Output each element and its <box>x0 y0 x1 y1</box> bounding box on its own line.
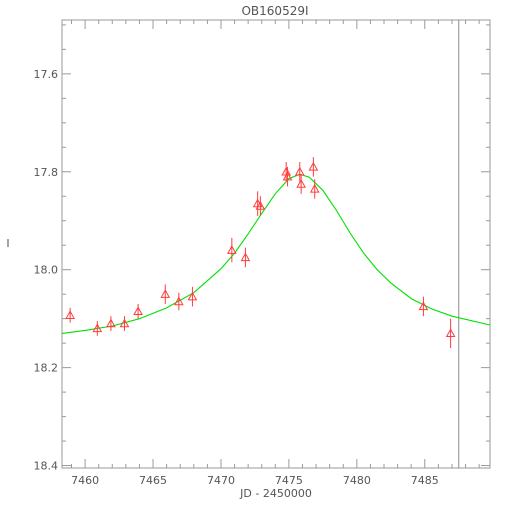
triangle-marker <box>187 291 198 301</box>
triangle-marker <box>294 166 305 176</box>
y-tick-label: 17.8 <box>34 166 59 179</box>
data-point <box>65 307 76 323</box>
triangle-marker <box>226 245 237 254</box>
y-tick-label: 18.0 <box>34 264 59 277</box>
triangle-marker <box>296 178 306 188</box>
data-point <box>296 174 306 194</box>
data-point <box>174 292 184 311</box>
x-tick-label: 7485 <box>411 474 439 487</box>
data-point <box>282 166 293 187</box>
data-point <box>240 247 251 268</box>
data-point <box>226 237 237 263</box>
data-point <box>106 316 116 331</box>
x-tick-label: 7465 <box>139 474 167 487</box>
data-point <box>92 321 103 336</box>
data-point <box>418 296 429 317</box>
data-point <box>187 286 198 307</box>
y-tick-labels: 17.6 17.8 18.0 18.2 18.4 <box>34 68 59 473</box>
plot-frame <box>61 19 491 469</box>
y-tick-label: 18.2 <box>34 362 59 375</box>
triangle-marker <box>65 310 76 319</box>
data-point <box>294 161 305 182</box>
x-tick-label: 7460 <box>71 474 99 487</box>
triangle-marker <box>119 318 130 328</box>
x-tick-label: 7475 <box>275 474 303 487</box>
triangle-marker <box>160 289 171 298</box>
x-tick-label: 7480 <box>343 474 371 487</box>
triangle-marker <box>106 318 116 328</box>
data-point <box>119 316 130 331</box>
data-point <box>160 284 171 304</box>
y-axis-label: I <box>6 237 9 250</box>
triangle-marker <box>240 252 251 262</box>
triangle-marker <box>282 171 293 181</box>
data-point <box>308 157 319 177</box>
model-curve <box>61 173 491 334</box>
chart-title: OB160529I <box>241 4 308 18</box>
axis-ticks <box>62 20 490 468</box>
data-point <box>133 303 143 319</box>
x-tick-label: 7470 <box>207 474 235 487</box>
triangle-marker <box>309 183 320 193</box>
data-point <box>255 196 266 216</box>
x-axis-label: JD - 2450000 <box>239 487 312 500</box>
data-point <box>445 318 456 349</box>
triangle-marker <box>174 296 184 306</box>
triangle-marker <box>308 161 319 171</box>
triangle-marker <box>255 201 266 210</box>
y-tick-label: 17.6 <box>34 68 59 81</box>
triangle-marker <box>133 306 143 316</box>
y-tick-label: 18.4 <box>34 460 59 473</box>
x-tick-labels: 7460 7465 7470 7475 7480 7485 <box>71 474 439 487</box>
data-points <box>65 157 456 349</box>
triangle-marker <box>445 328 456 338</box>
triangle-marker <box>418 301 429 311</box>
triangle-marker <box>92 323 103 333</box>
data-point <box>309 179 320 199</box>
